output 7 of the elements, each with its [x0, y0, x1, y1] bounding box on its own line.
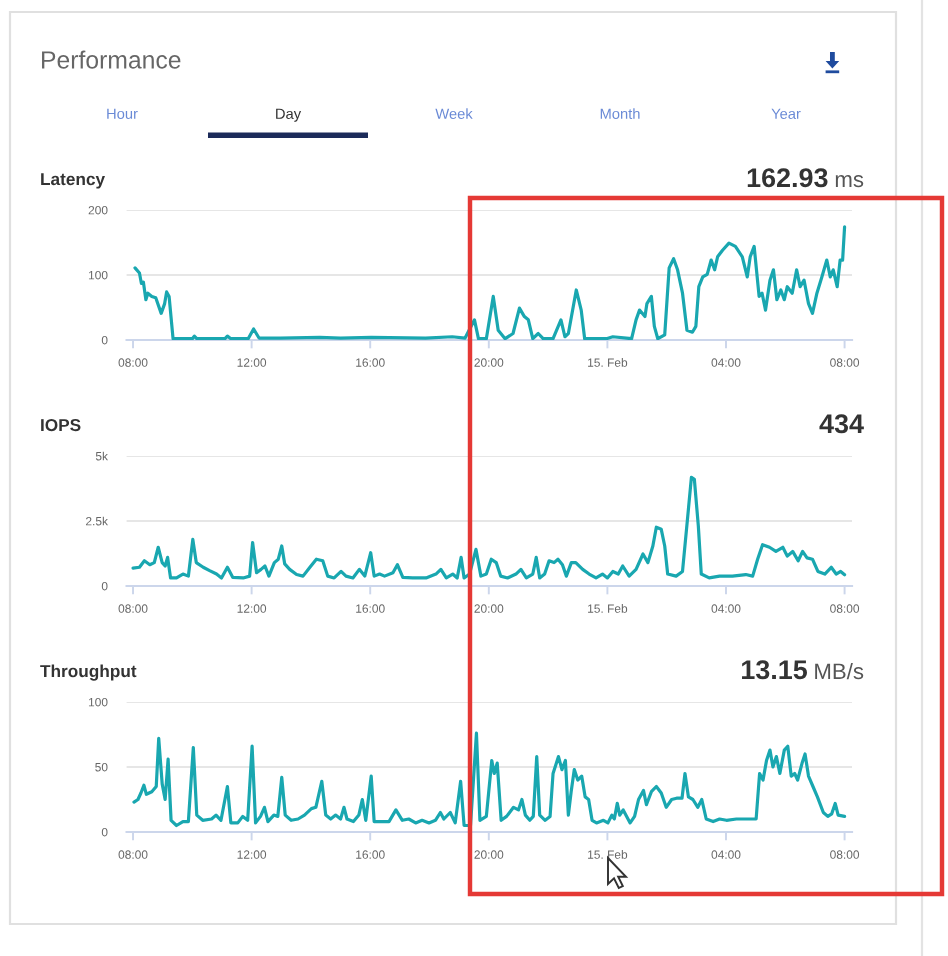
text: Performance	[42, 50, 181, 69]
chart-title: Latency	[41, 173, 105, 189]
chart-title: Throughput	[40, 664, 137, 681]
chart-title: IOPS	[41, 418, 81, 432]
text: 13.15 MB/s	[742, 660, 864, 680]
text: 434	[819, 414, 864, 434]
text: 162.93 ms	[747, 168, 864, 188]
